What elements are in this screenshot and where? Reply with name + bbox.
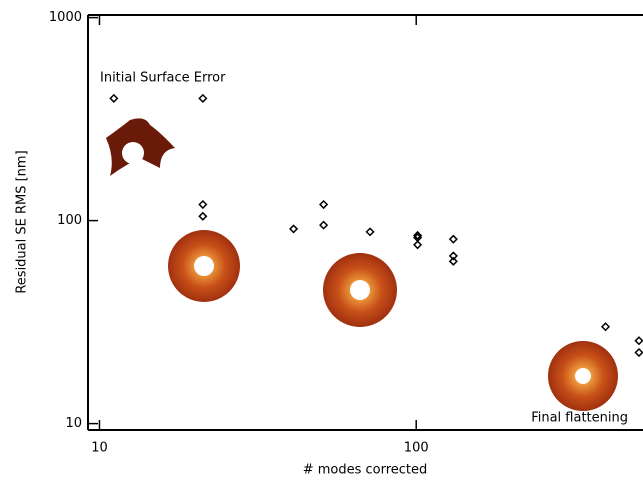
- point: [367, 228, 374, 235]
- point: [110, 95, 117, 102]
- chart: # modes corrected Residual SE RMS [nm] I…: [0, 0, 643, 481]
- point: [320, 222, 327, 229]
- point: [290, 225, 297, 232]
- point: [450, 236, 457, 243]
- x-tick-label: 10: [91, 441, 108, 456]
- point: [414, 241, 421, 248]
- y-tick-label: 1000: [49, 10, 82, 25]
- y-tick-label: 10: [65, 416, 82, 431]
- point: [450, 258, 457, 265]
- annotation: Initial Surface Error: [100, 71, 226, 86]
- point: [199, 95, 206, 102]
- x-axis-label: # modes corrected: [303, 463, 428, 478]
- y-axis-label: Residual SE RMS [nm]: [15, 150, 30, 293]
- point: [602, 323, 609, 330]
- point: [320, 201, 327, 208]
- y-tick-label: 100: [57, 213, 82, 228]
- point: [635, 337, 642, 344]
- point: [199, 213, 206, 220]
- x-tick-label: 100: [404, 441, 429, 456]
- point: [199, 201, 206, 208]
- point: [635, 349, 642, 356]
- annotation: Final flattening: [531, 411, 628, 426]
- mirror-images: [106, 118, 618, 411]
